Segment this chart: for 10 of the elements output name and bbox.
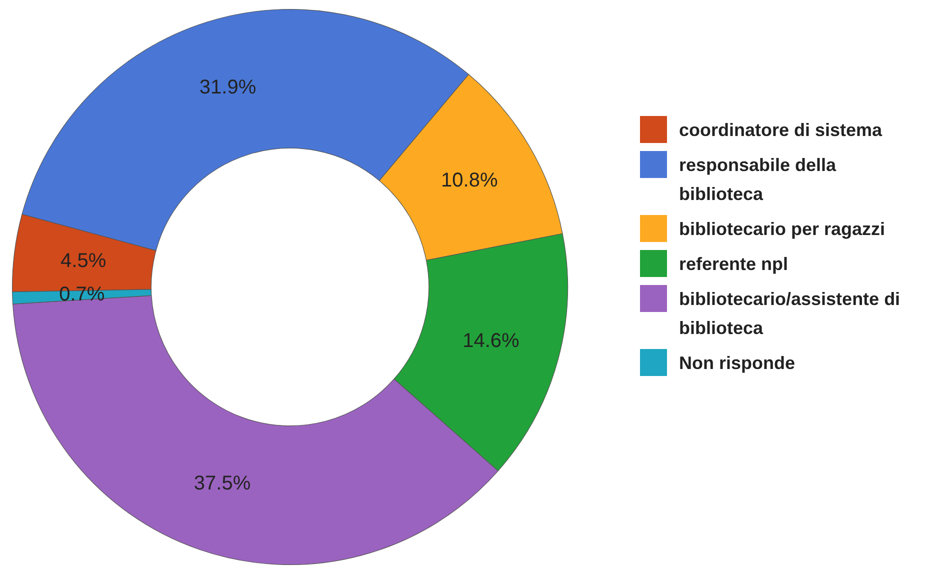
data-label: 10.8% <box>441 170 498 192</box>
legend-label: bibliotecario/assistente di biblioteca <box>679 288 902 340</box>
data-label: 31.9% <box>199 76 256 99</box>
data-label: 4.5% <box>60 250 106 272</box>
legend-label: referente npl <box>679 253 790 276</box>
legend-label: bibliotecario per ragazzi <box>679 218 886 241</box>
legend-label: Non risponde <box>679 352 796 375</box>
legend-label: coordinatore di sistema <box>679 119 884 142</box>
data-label: 14.6% <box>462 330 520 352</box>
data-label: 37.5% <box>194 472 251 494</box>
